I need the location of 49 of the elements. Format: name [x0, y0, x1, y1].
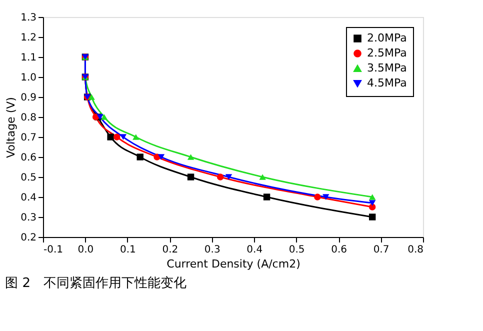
point: [322, 194, 330, 200]
x-tick-label: 0.6: [331, 244, 348, 256]
legend-label: 2.0MPa: [367, 32, 407, 44]
point: [368, 214, 376, 220]
point: [187, 174, 194, 180]
y-tick-label: 0.8: [20, 112, 36, 124]
y-tick-label: 1.2: [20, 32, 36, 44]
point: [100, 114, 108, 120]
x-tick-label: 0.8: [408, 244, 424, 256]
y-tick-label: 0.4: [20, 192, 36, 204]
point: [88, 94, 95, 100]
legend-label: 3.5MPa: [367, 62, 407, 74]
y-tick-label: 0.6: [20, 152, 36, 164]
point: [368, 204, 376, 210]
point: [120, 134, 127, 140]
y-tick-label: 0.9: [20, 92, 36, 104]
point: [368, 194, 376, 200]
x-tick-label: -0.1: [44, 244, 64, 256]
y-tick-label: 0.2: [20, 232, 36, 244]
x-tick-label: 0.1: [120, 244, 136, 256]
point: [187, 154, 194, 160]
point: [263, 194, 270, 200]
point: [314, 194, 321, 200]
legend-label: 4.5MPa: [367, 76, 407, 90]
y-tick-label: 0.5: [20, 172, 36, 184]
y-tick-label: 0.3: [20, 212, 36, 224]
x-tick-label: 0.0: [78, 244, 94, 256]
x-tick-label: 0.2: [162, 244, 178, 256]
point: [107, 134, 114, 140]
point: [132, 134, 140, 140]
x-tick-label: 0.5: [288, 244, 305, 256]
point: [259, 174, 266, 180]
point: [368, 200, 376, 206]
point: [114, 134, 120, 140]
legend-label: 2.5MPa: [367, 46, 407, 60]
y-tick-label: 1.3: [20, 12, 36, 24]
x-tick-label: 0.4: [246, 244, 263, 256]
point: [158, 154, 165, 160]
x-tick-label: 0.3: [204, 244, 220, 256]
y-axis-title: Voltage (V): [4, 97, 18, 158]
y-tick-label: 1.0: [20, 72, 36, 84]
x-axis-title: Current Density (A/cm2): [166, 258, 300, 270]
point: [136, 154, 144, 160]
point: [216, 174, 224, 180]
caption: 图 2 不同紧固作用下性能变化: [5, 276, 187, 291]
y-tick-label: 1.1: [20, 52, 36, 64]
x-tick-label: 0.7: [373, 244, 390, 256]
y-tick-label: 0.7: [20, 132, 36, 144]
point: [225, 174, 232, 180]
